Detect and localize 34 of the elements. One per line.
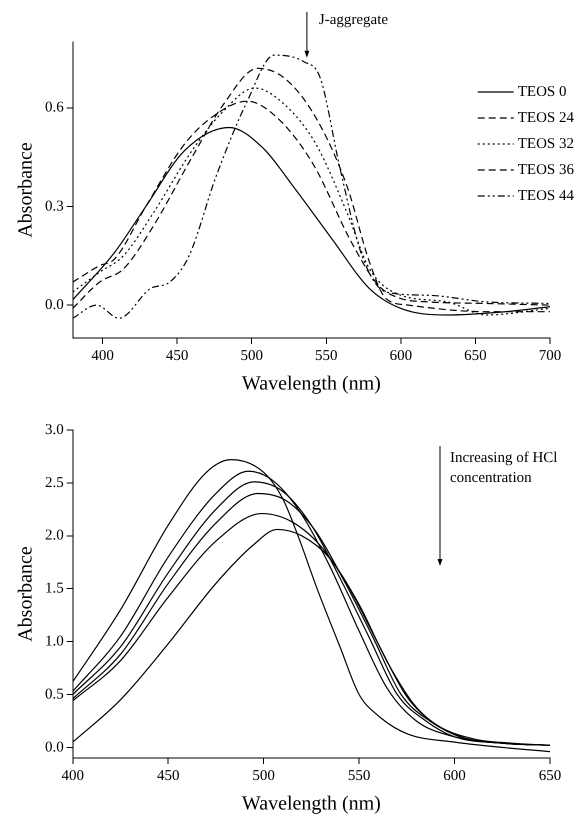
y-tick-label: 0.0 xyxy=(45,297,64,314)
y-axis-title: Absorbance xyxy=(14,142,36,238)
x-tick-label: 700 xyxy=(538,348,562,364)
y-tick-label: 0.3 xyxy=(45,198,64,214)
x-axis-title: Wavelength (nm) xyxy=(242,372,381,394)
x-tick-label: 550 xyxy=(315,348,338,364)
y-tick-label: 1.0 xyxy=(45,634,64,650)
y-tick-label: 3.0 xyxy=(45,422,64,438)
annotation: Increasing of HCl concentration xyxy=(450,450,558,486)
legend-label: TEOS 36 xyxy=(518,162,574,178)
x-tick-label: 500 xyxy=(252,768,275,784)
legend-label: TEOS 0 xyxy=(518,84,566,100)
y-tick-label: 2.5 xyxy=(45,474,64,491)
x-tick-label: 650 xyxy=(464,348,487,364)
y-tick-label: 0.5 xyxy=(45,686,64,702)
y-tick-label: 1.5 xyxy=(45,580,64,597)
y-tick-label: 0.6 xyxy=(45,100,64,116)
legend-label: TEOS 32 xyxy=(518,136,574,152)
legend-label: TEOS 24 xyxy=(518,110,574,126)
legend-label: TEOS 44 xyxy=(518,188,574,204)
x-tick-label: 450 xyxy=(166,348,188,364)
x-tick-label: 400 xyxy=(62,768,84,784)
y-tick-label: 0.0 xyxy=(45,739,64,756)
x-tick-label: 600 xyxy=(390,348,412,364)
y-tick-label: 2.0 xyxy=(45,528,64,544)
x-tick-label: 400 xyxy=(91,348,114,364)
x-tick-label: 500 xyxy=(240,348,263,364)
annotation: J-aggregate xyxy=(318,12,388,28)
x-tick-label: 550 xyxy=(348,768,370,784)
x-axis-title: Wavelength (nm) xyxy=(242,792,381,814)
x-tick-label: 650 xyxy=(538,768,562,784)
x-tick-label: 450 xyxy=(156,768,180,784)
x-tick-label: 600 xyxy=(443,768,466,784)
y-axis-title: Absorbance xyxy=(14,546,36,642)
